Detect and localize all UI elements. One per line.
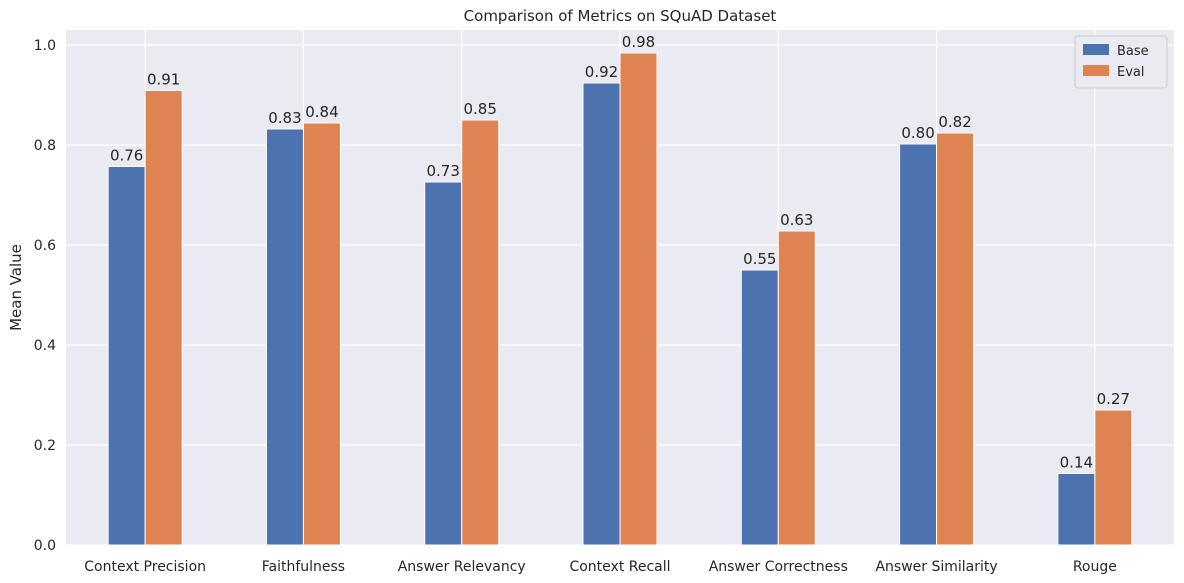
data-label-eval-2: 0.85 <box>464 100 497 118</box>
bar-base-4 <box>740 269 779 546</box>
bar-base-5 <box>899 143 938 546</box>
bar-eval-5 <box>936 132 975 546</box>
data-label-base-0: 0.76 <box>110 147 143 165</box>
y-tick-label: 0.6 <box>34 238 56 254</box>
data-label-eval-3: 0.98 <box>622 33 655 51</box>
x-tick-label: Rouge <box>1073 559 1117 575</box>
y-tick-label: 0.8 <box>34 138 56 154</box>
y-tick-label: 0.2 <box>34 438 56 454</box>
bar-base-1 <box>265 128 304 546</box>
tick-labels: 0.0 0.2 0.4 0.6 0.8 1.0 Context Precision Faith… <box>34 38 1117 575</box>
data-label-base-3: 0.92 <box>585 63 618 81</box>
x-tick-label: Answer Similarity <box>875 559 997 575</box>
data-label-eval-4: 0.63 <box>780 211 813 229</box>
legend-label-base: Base <box>1117 44 1149 59</box>
data-label-eval-1: 0.84 <box>305 103 338 121</box>
x-tick-label: Answer Relevancy <box>398 559 526 575</box>
data-label-eval-0: 0.91 <box>147 71 180 89</box>
x-tick-label: Context Recall <box>569 559 670 575</box>
x-tick-label: Faithfulness <box>262 559 345 575</box>
data-label-base-6: 0.14 <box>1060 454 1093 472</box>
bar-base-3 <box>582 82 621 546</box>
data-label-base-1: 0.83 <box>268 109 301 127</box>
bar-eval-4 <box>777 230 816 546</box>
data-label-eval-5: 0.82 <box>938 113 971 131</box>
bar-eval-0 <box>144 90 183 546</box>
y-tick-label: 0.4 <box>34 338 56 354</box>
bar-eval-1 <box>302 122 341 546</box>
y-axis-label: Mean Value <box>7 244 25 331</box>
bar-base-0 <box>107 166 146 546</box>
bar-eval-2 <box>461 119 500 546</box>
data-label-base-2: 0.73 <box>427 162 460 180</box>
bar-eval-3 <box>619 52 658 546</box>
bar-eval-6 <box>1094 409 1133 546</box>
data-labels: 0.76 0.83 0.73 0.92 0.55 0.80 0.14 0.91 0.84 0.85… <box>110 33 1130 472</box>
y-tick-label: 0.0 <box>34 538 56 554</box>
x-tick-label: Answer Correctness <box>709 559 848 575</box>
bars <box>107 52 1133 546</box>
data-label-base-5: 0.80 <box>901 124 934 142</box>
bar-base-2 <box>424 181 463 546</box>
data-label-eval-6: 0.27 <box>1097 390 1130 408</box>
legend: Base Eval <box>1074 35 1168 89</box>
data-label-base-4: 0.55 <box>743 250 776 268</box>
chart-title: Comparison of Metrics on SQuAD Dataset <box>464 7 777 25</box>
legend-swatch-eval <box>1083 65 1109 76</box>
legend-label-eval: Eval <box>1117 65 1145 80</box>
bar-base-6 <box>1057 473 1096 546</box>
legend-swatch-base <box>1083 44 1109 55</box>
x-tick-label: Context Precision <box>84 559 206 575</box>
y-tick-label: 1.0 <box>34 38 56 54</box>
